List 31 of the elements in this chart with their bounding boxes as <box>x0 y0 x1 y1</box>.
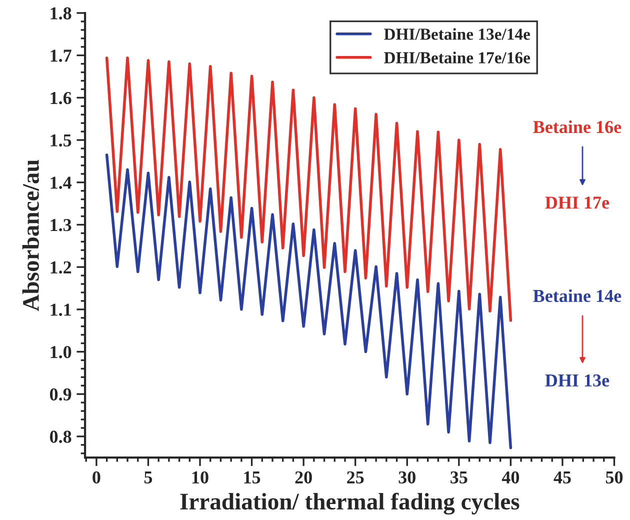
legend-label: DHI/Betaine 13e/14e <box>384 28 530 40</box>
line-series <box>105 153 512 450</box>
annotation: DHI 13e <box>545 374 610 387</box>
annotation: DHI 17e <box>545 196 610 209</box>
y-tick-label: 1.6 <box>50 92 72 104</box>
x-tick-label: 25 <box>347 471 364 484</box>
y-tick-label: 1.0 <box>50 346 72 358</box>
y-axis-title: Absorbance/au <box>22 160 39 312</box>
y-tick-label: 1.1 <box>50 304 71 316</box>
x-tick-label: 15 <box>244 471 260 484</box>
x-axis-title: Irradiation/ thermal fading cycles <box>180 492 520 515</box>
y-tick-label: 1.8 <box>50 7 72 20</box>
x-tick-label: 30 <box>398 471 416 484</box>
annotation: Betaine 16e <box>533 120 622 134</box>
y-tick-label: 1.3 <box>50 219 72 232</box>
y-tick-label: 1.5 <box>50 134 72 147</box>
x-tick-label: 5 <box>144 472 152 484</box>
x-tick-label: 35 <box>450 471 468 484</box>
y-tick-label: 1.2 <box>50 261 72 274</box>
x-tick-label: 10 <box>192 471 208 484</box>
x-tick-label: 50 <box>606 471 623 484</box>
x-tick-label: 0 <box>92 471 100 484</box>
x-tick-label: 45 <box>554 471 571 484</box>
annotation: Betaine 14e <box>533 289 622 302</box>
y-tick-label: 1.4 <box>50 176 72 189</box>
x-tick-label: 20 <box>295 471 312 484</box>
y-tick-label: 1.7 <box>50 50 72 62</box>
y-tick-label: 0.8 <box>50 430 72 443</box>
x-tick-label: 40 <box>502 471 520 484</box>
legend-label: DHI/Betaine 17e/16e <box>384 52 530 64</box>
y-tick-label: 0.9 <box>50 388 72 401</box>
